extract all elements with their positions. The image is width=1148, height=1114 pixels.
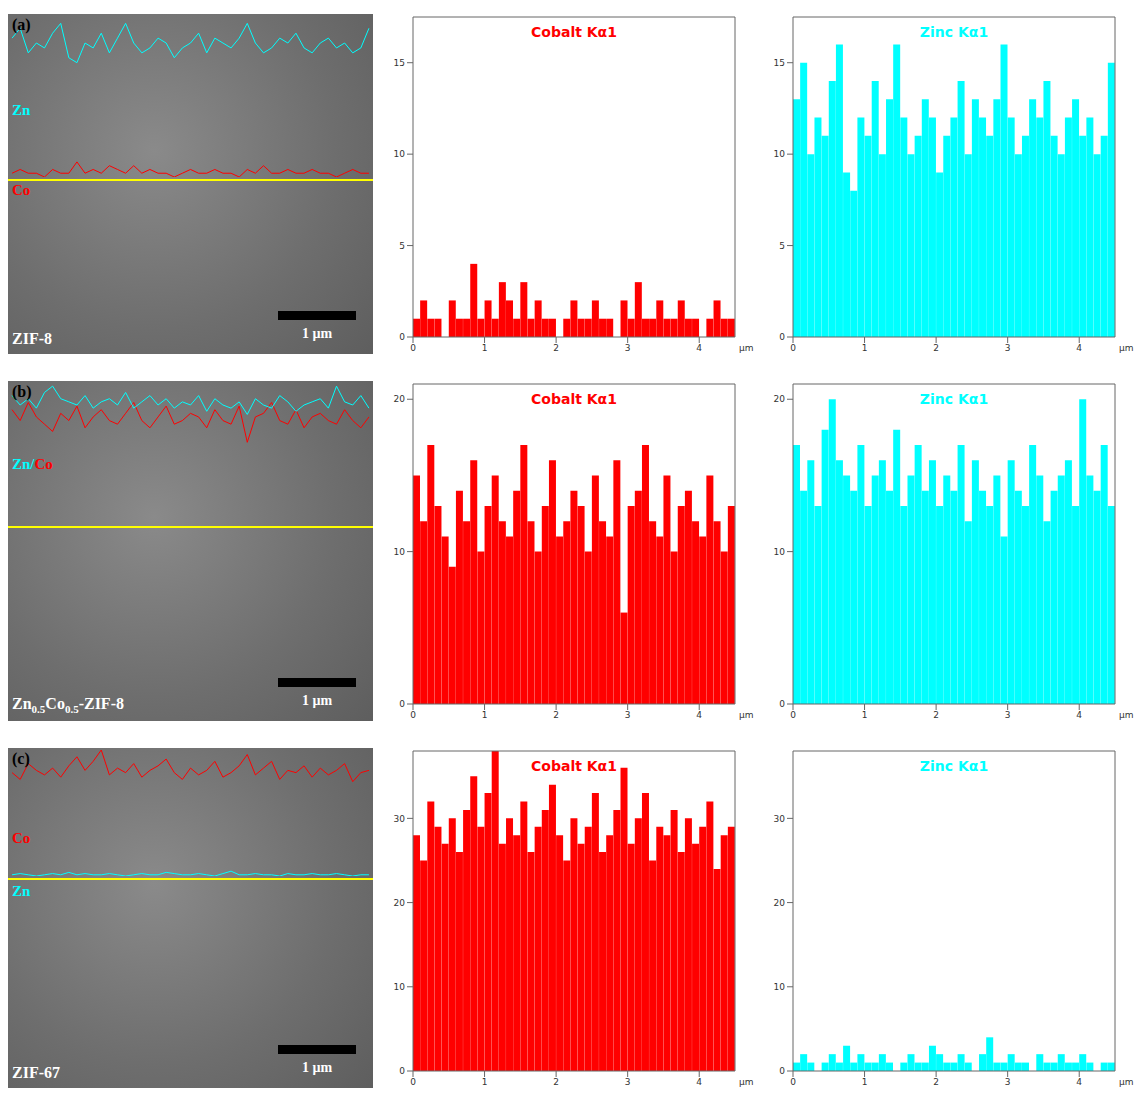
svg-text:0: 0 [399, 332, 405, 342]
svg-text:3: 3 [625, 1077, 631, 1087]
svg-text:0: 0 [410, 343, 416, 353]
svg-text:4: 4 [1076, 343, 1082, 353]
svg-text:0: 0 [790, 343, 796, 353]
svg-text:4: 4 [1076, 1077, 1082, 1087]
svg-text:4: 4 [696, 710, 702, 720]
svg-text:2: 2 [933, 1077, 939, 1087]
html-text:Zinc Kα1: Zinc Kα1 [919, 758, 989, 774]
svg-text:0: 0 [790, 710, 796, 720]
svg-text:µm: µm [739, 343, 754, 353]
svg-text:µm: µm [1119, 343, 1134, 353]
svg-text:1: 1 [482, 710, 488, 720]
svg-text:0: 0 [410, 710, 416, 720]
svg-text:1: 1 [862, 710, 868, 720]
html-text:Zn: Zn [12, 883, 31, 899]
svg-text:4: 4 [1076, 710, 1082, 720]
html-text:1 µm: 1 µm [301, 693, 333, 708]
html-text:Cobalt Kα1: Cobalt Kα1 [531, 391, 617, 407]
html-text:ZIF-8: ZIF-8 [12, 330, 52, 347]
svg-text:µm: µm [739, 1077, 754, 1087]
svg-text:µm: µm [1119, 710, 1134, 720]
svg-text:0: 0 [399, 699, 405, 709]
svg-text:10: 10 [394, 982, 406, 992]
svg-text:5: 5 [779, 241, 785, 251]
html-text:(c): (c) [12, 750, 30, 767]
svg-text:0: 0 [410, 1077, 416, 1087]
html-text:Zinc Kα1: Zinc Kα1 [919, 24, 989, 40]
svg-text:10: 10 [774, 149, 786, 159]
svg-text:3: 3 [625, 710, 631, 720]
svg-text:0: 0 [779, 332, 785, 342]
html-text:Zn / Co: Zn / Co [12, 456, 53, 472]
svg-text:2: 2 [553, 343, 559, 353]
svg-text:3: 3 [1005, 710, 1011, 720]
svg-text:0: 0 [399, 1066, 405, 1076]
svg-text:4: 4 [696, 343, 702, 353]
svg-text:10: 10 [774, 982, 786, 992]
svg-text:3: 3 [1005, 343, 1011, 353]
svg-text:30: 30 [394, 814, 406, 824]
svg-text:µm: µm [739, 710, 754, 720]
svg-text:20: 20 [774, 394, 786, 404]
svg-text:0: 0 [779, 1066, 785, 1076]
html-text:1 µm: 1 µm [301, 1060, 333, 1075]
svg-text:20: 20 [774, 898, 786, 908]
html-text:Zinc Kα1: Zinc Kα1 [919, 391, 989, 407]
svg-text:15: 15 [394, 58, 405, 68]
svg-text:0: 0 [790, 1077, 796, 1087]
html-text:(a): (a) [12, 16, 31, 33]
svg-text:10: 10 [774, 547, 786, 557]
html-text:Cobalt Kα1: Cobalt Kα1 [531, 24, 617, 40]
svg-text:2: 2 [553, 1077, 559, 1087]
svg-text:10: 10 [394, 149, 406, 159]
svg-text:2: 2 [933, 343, 939, 353]
svg-text:5: 5 [399, 241, 405, 251]
svg-text:1: 1 [482, 1077, 488, 1087]
svg-text:20: 20 [394, 898, 406, 908]
svg-text:30: 30 [774, 814, 786, 824]
svg-text:4: 4 [696, 1077, 702, 1087]
html-text:Cobalt Kα1: Cobalt Kα1 [531, 758, 617, 774]
svg-text:3: 3 [625, 343, 631, 353]
svg-text:20: 20 [394, 394, 406, 404]
html-text:1 µm: 1 µm [301, 326, 333, 341]
html-text:Co: Co [12, 830, 31, 846]
svg-text:2: 2 [553, 710, 559, 720]
svg-text:10: 10 [394, 547, 406, 557]
html-text:Zn: Zn [12, 102, 31, 118]
svg-text:1: 1 [482, 343, 488, 353]
svg-text:15: 15 [774, 58, 785, 68]
svg-text:µm: µm [1119, 1077, 1134, 1087]
svg-text:2: 2 [933, 710, 939, 720]
svg-text:1: 1 [862, 343, 868, 353]
svg-text:0: 0 [779, 699, 785, 709]
html-text:Zn0.5Co0.5-ZIF-8: Zn0.5Co0.5-ZIF-8 [12, 694, 124, 715]
html-text:(b): (b) [12, 383, 32, 400]
svg-text:1: 1 [862, 1077, 868, 1087]
html-text:Co: Co [12, 182, 31, 198]
svg-text:3: 3 [1005, 1077, 1011, 1087]
html-text:ZIF-67: ZIF-67 [12, 1064, 60, 1081]
